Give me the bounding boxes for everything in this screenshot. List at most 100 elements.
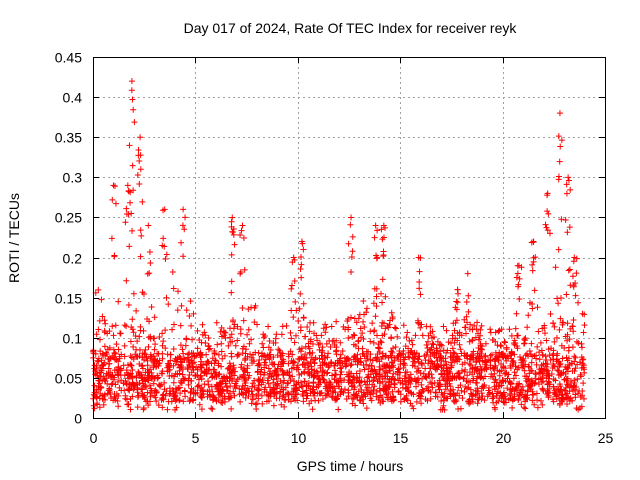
data-point xyxy=(321,360,328,367)
data-point xyxy=(372,222,379,229)
data-point xyxy=(528,367,535,374)
data-point xyxy=(108,235,115,242)
data-point xyxy=(104,380,111,387)
data-point xyxy=(138,362,145,369)
data-point xyxy=(369,320,376,327)
data-point xyxy=(519,383,526,390)
y-tick-label: 0.2 xyxy=(63,251,83,267)
data-point xyxy=(261,352,268,359)
data-point xyxy=(515,364,522,371)
data-point xyxy=(443,327,450,334)
y-tick-label: 0.45 xyxy=(55,50,82,66)
data-point xyxy=(534,397,541,404)
data-point xyxy=(151,314,158,321)
data-point xyxy=(504,385,511,392)
data-point xyxy=(570,387,577,394)
data-point xyxy=(500,391,507,398)
data-point xyxy=(529,397,536,404)
data-point xyxy=(302,351,309,358)
data-point xyxy=(183,307,190,314)
data-point xyxy=(309,406,316,413)
data-point xyxy=(121,387,128,394)
data-point xyxy=(226,369,233,376)
data-point xyxy=(129,162,136,169)
data-point xyxy=(550,320,557,327)
data-point xyxy=(256,386,263,393)
data-point xyxy=(126,243,133,250)
data-point xyxy=(378,323,385,330)
data-point xyxy=(363,357,370,364)
data-point xyxy=(138,232,145,239)
data-point xyxy=(541,322,548,329)
data-point xyxy=(126,385,133,392)
data-point xyxy=(384,373,391,380)
data-point xyxy=(297,253,304,260)
data-point xyxy=(294,362,301,369)
data-point xyxy=(479,383,486,390)
data-point xyxy=(288,282,295,289)
data-points xyxy=(90,78,588,413)
data-point xyxy=(542,221,549,228)
data-point xyxy=(513,274,520,281)
data-point xyxy=(155,402,162,409)
data-point xyxy=(573,338,580,345)
data-point xyxy=(114,398,121,405)
data-point xyxy=(229,214,236,221)
data-point xyxy=(103,375,110,382)
data-point xyxy=(328,393,335,400)
data-point xyxy=(467,361,474,368)
data-point xyxy=(555,300,562,307)
y-axis-label: ROTI / TECUs xyxy=(6,193,22,283)
data-point xyxy=(316,390,323,397)
data-point xyxy=(102,320,109,327)
data-point xyxy=(520,357,527,364)
data-point xyxy=(419,332,426,339)
data-point xyxy=(428,346,435,353)
data-point xyxy=(544,381,551,388)
data-point xyxy=(215,351,222,358)
data-point xyxy=(476,370,483,377)
data-point xyxy=(498,350,505,357)
data-point xyxy=(162,256,169,263)
data-point xyxy=(373,303,380,310)
data-point xyxy=(544,208,551,215)
data-point xyxy=(115,403,122,410)
data-point xyxy=(345,326,352,333)
data-point xyxy=(568,360,575,367)
data-point xyxy=(522,335,529,342)
data-point xyxy=(219,377,226,384)
data-point xyxy=(112,350,119,357)
data-point xyxy=(576,359,583,366)
data-point xyxy=(510,357,517,364)
data-point xyxy=(467,353,474,360)
data-point xyxy=(354,375,361,382)
data-point xyxy=(237,330,244,337)
data-point xyxy=(424,349,431,356)
data-point xyxy=(329,372,336,379)
data-point xyxy=(420,370,427,377)
data-point xyxy=(274,380,281,387)
data-point xyxy=(471,322,478,329)
data-point xyxy=(253,400,260,407)
data-point xyxy=(162,327,169,334)
data-point xyxy=(203,360,210,367)
data-point xyxy=(291,277,298,284)
data-point xyxy=(170,379,177,386)
data-point xyxy=(297,379,304,386)
data-point xyxy=(373,357,380,364)
data-point xyxy=(231,383,238,390)
data-point xyxy=(197,393,204,400)
data-point xyxy=(370,300,377,307)
data-point xyxy=(311,359,318,366)
data-point xyxy=(199,321,206,328)
data-point xyxy=(414,355,421,362)
data-point xyxy=(486,384,493,391)
data-point xyxy=(403,395,410,402)
data-point xyxy=(180,398,187,405)
data-point xyxy=(236,374,243,381)
data-point xyxy=(379,276,386,283)
data-point xyxy=(91,405,98,412)
data-point xyxy=(516,275,523,282)
data-point xyxy=(316,355,323,362)
data-point xyxy=(315,341,322,348)
